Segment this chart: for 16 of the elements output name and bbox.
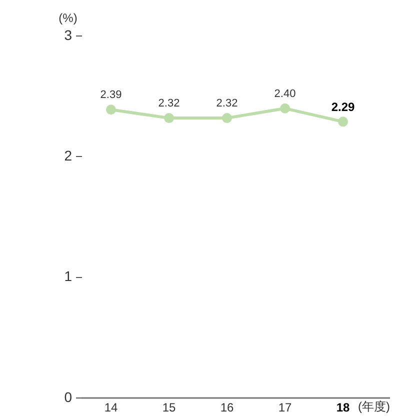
data-label: 2.32 [216, 98, 238, 110]
x-tick-label: 18 [336, 400, 350, 415]
x-axis-title: (年度) [358, 399, 390, 414]
y-tick-label: 3 [64, 26, 72, 43]
data-label: 2.39 [100, 89, 122, 102]
data-label: 2.32 [158, 98, 180, 110]
data-label: 2.40 [274, 88, 296, 100]
y-tick-label: 2 [64, 148, 72, 164]
y-tick-label: 1 [64, 268, 72, 284]
y-axis-title: (%) [58, 11, 78, 25]
x-tick-label: 17 [278, 400, 292, 415]
x-tick-label: 15 [162, 400, 176, 415]
y-tick-label: 0 [64, 388, 72, 405]
x-tick-label: 16 [220, 400, 234, 415]
x-tick-label: 14 [104, 400, 118, 415]
data-label: 2.29 [331, 100, 355, 114]
